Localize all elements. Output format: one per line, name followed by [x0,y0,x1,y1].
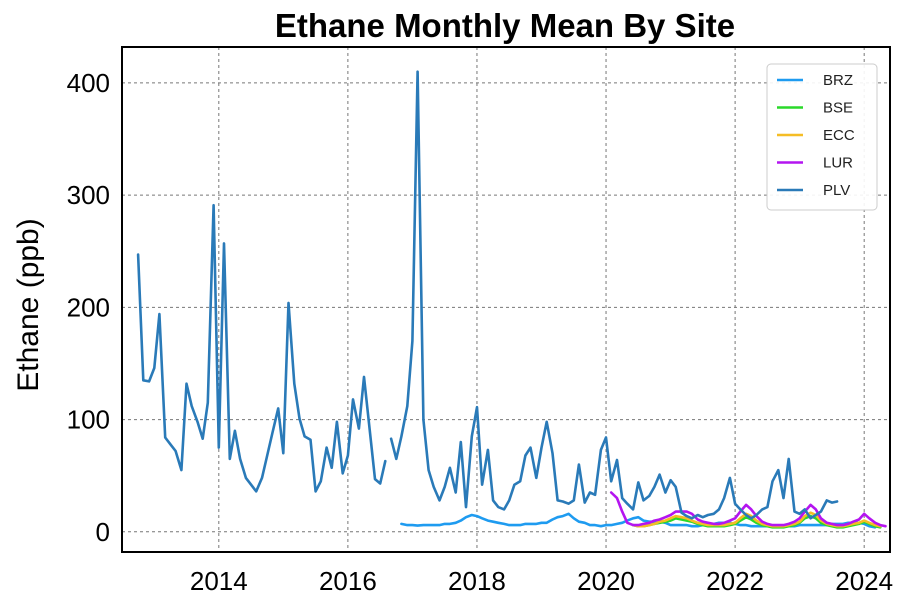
x-tick-label: 2024 [835,566,893,596]
x-tick-label: 2022 [706,566,764,596]
legend-label-bse: BSE [823,100,853,117]
series-line-brz [400,512,877,529]
legend-label-lur: LUR [823,155,853,172]
y-axis-label: Ethane (ppb) [12,218,45,391]
legend-box [766,63,878,211]
y-tick-label: 400 [67,68,110,98]
axis-ticks: 2014 2016 2018 2020 2022 2024 0 100 200 300 400 [67,68,893,596]
x-tick-label: 2014 [190,566,248,596]
x-tick-label: 2016 [319,566,377,596]
x-tick-label: 2018 [448,566,506,596]
y-tick-label: 300 [67,180,110,210]
y-tick-label: 100 [67,405,110,435]
series-line-plv [136,203,387,493]
chart-title: Ethane Monthly Mean By Site [275,7,735,44]
legend: BRZ BSE ECC LUR PLV [766,63,878,211]
x-tick-label: 2020 [577,566,635,596]
series-lines [136,70,887,529]
plot-frame [121,46,891,553]
y-tick-label: 200 [67,292,110,322]
legend-label-ecc: ECC [823,127,855,144]
series-line-plv [389,70,839,520]
legend-label-brz: BRZ [823,72,853,89]
y-tick-label: 0 [96,517,110,547]
series-line-lur [609,491,887,528]
legend-label-plv: PLV [823,182,850,199]
